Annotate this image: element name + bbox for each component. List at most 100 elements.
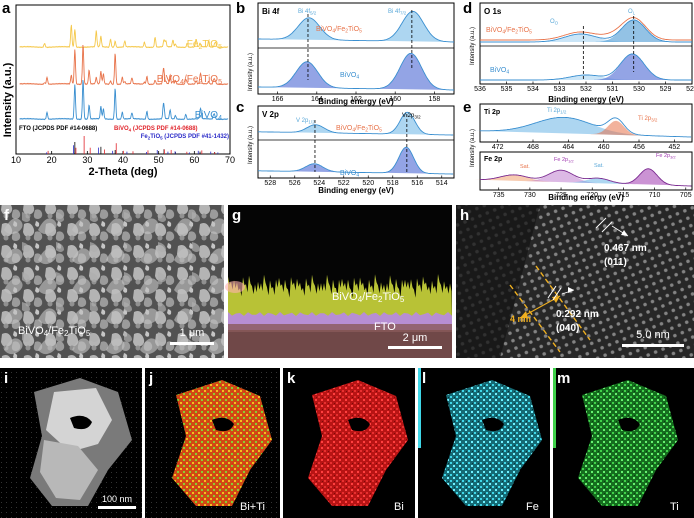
fe2p-curve — [480, 168, 692, 187]
eds-label-fe: Fe — [526, 501, 539, 513]
ti2p-peak2-label: Ti 2p3/2 — [638, 116, 658, 123]
xrd-ref-fto: FTO (JCPDS PDF #14-0688) — [19, 126, 97, 132]
hrtem-thickness-label: 4 nm — [510, 314, 531, 324]
v2p-title: V 2p — [262, 110, 279, 119]
bi4f-peak2-label: Bi 4f7/2 — [388, 9, 407, 16]
panel-l: l Fe — [418, 368, 550, 518]
eds-map-bi-ti — [172, 380, 272, 506]
v2p-peak1-label: V 2p1/2 — [296, 118, 315, 125]
panel-i: i 100 nm — [0, 368, 142, 518]
fe2p-tick-label-6: 705 — [680, 192, 692, 199]
panel-a: a Intensity (a.u.) 2-Theta (deg) 10 20 30 4… — [2, 0, 235, 178]
xrd-series-fe2tio5 — [19, 24, 229, 49]
bi4f-peak1-label: Bi 4f5/2 — [298, 9, 317, 16]
v2p-bottom-label: BiVO4 — [340, 170, 359, 179]
fe2p-sat2-label: Sat. — [594, 163, 604, 169]
xrd-legend-fe2tio5: Fe2TiO5 — [187, 39, 222, 51]
v2p-tick-label-6: 516 — [411, 180, 423, 187]
o1s-fit-curve — [480, 17, 692, 41]
xrd-ylabel: Intensity (a.u.) — [2, 62, 14, 137]
fe2p-peak-1 — [524, 170, 599, 184]
bi4f-tick-label-0: 166 — [272, 96, 284, 103]
o1s-ylabel: Intensity (a.u.) — [470, 27, 476, 65]
ti2p-tick-label-2: 464 — [562, 144, 574, 151]
xrd-ref-fe2tio5: Fe2TiO5 (JCPDS PDF #41-1432) — [141, 134, 229, 141]
ti2p-frame — [479, 103, 693, 143]
bi4f-row1-curve — [258, 52, 454, 91]
ti2p-tick-label-1: 468 — [527, 144, 539, 151]
ti2p-tick-label-0: 472 — [492, 144, 504, 151]
panel-k: k Bi — [283, 368, 415, 518]
o1s-tick-label-7: 529 — [660, 86, 672, 93]
o1s-row1-peak-1 — [594, 54, 671, 80]
eds-map-bi — [308, 380, 408, 506]
panel-e: e Ti 2p Fe 2p Ti 2p1/2 Ti 2p3/2 Sat. Fe … — [463, 99, 693, 202]
bi4f-tick-label-1: 164 — [311, 96, 323, 103]
hrtem-d1: 0.467 nm — [604, 243, 647, 254]
xrd-series-bivo4-fe2tio5 — [19, 44, 229, 86]
panel-label-j: j — [148, 370, 153, 387]
bi4f-tick-label-4: 158 — [429, 96, 441, 103]
v2p-peak2-label: V 2p3/2 — [402, 113, 421, 120]
fe2p-tick-label-1: 730 — [524, 192, 536, 199]
cross-scale-label: 2 μm — [403, 332, 428, 344]
xrd-legend-bivo4: BiVO4 — [195, 110, 222, 122]
v2p-tick-label-7: 514 — [436, 180, 448, 187]
fe2p-tick-label-5: 710 — [649, 192, 661, 199]
panel-f: f BiVO4/Fe2TiO5 1 μm — [0, 205, 224, 358]
o1s-title: O 1s — [484, 7, 502, 16]
fe2p-peak-3 — [622, 168, 675, 186]
o1s-tick-label-0: 536 — [474, 86, 486, 93]
v2p-row0-curve — [258, 111, 454, 136]
bi4f-title: Bi 4f — [262, 7, 280, 16]
fe2p-frame — [479, 151, 693, 191]
panel-label-h: h — [460, 207, 469, 224]
eds-label-ti: Ti — [670, 501, 679, 513]
xrd-tick-label-6: 70 — [225, 155, 235, 165]
fe2p-tick-label-2: 725 — [555, 192, 567, 199]
v2p-row1-curve — [258, 146, 454, 175]
fe2p-tick-label-4: 715 — [618, 192, 630, 199]
o1s-tick-label-6: 530 — [633, 86, 645, 93]
v2p-ylabel: Intensity (a.u.) — [248, 126, 254, 164]
v2p-frame — [257, 105, 455, 179]
bi4f-bottom-label: BiVO4 — [340, 72, 359, 81]
xrd-reference-sticks — [46, 136, 219, 154]
hrtem-scalebar — [622, 344, 684, 347]
panel-j: j Bi+Ti — [145, 368, 280, 518]
sem-top-scalebar — [170, 342, 214, 345]
v2p-tick-label-5: 518 — [387, 180, 399, 187]
hrtem-edge-line-2 — [535, 265, 591, 341]
ti2p-tick-label-4: 456 — [633, 144, 645, 151]
o1s-peak1-label: OO — [550, 19, 559, 26]
v2p-tick-label-1: 526 — [289, 180, 301, 187]
fe2p-tick-label-3: 720 — [586, 192, 598, 199]
bi4f-ylabel: Intensity (a.u.) — [248, 53, 254, 91]
ti2p-row0-curve — [480, 116, 692, 138]
bi4f-row1-peak-0 — [272, 61, 342, 89]
panel-label-k: k — [287, 370, 296, 387]
xrd-ref-bivo4: BiVO4 (JCPDS PDF #14-0688) — [114, 126, 198, 133]
panel-c: c V 2p V 2p1/2 V 2p3/2 BiVO4/Fe2TiO5 BiV… — [236, 99, 455, 195]
panel-label-c: c — [236, 99, 244, 116]
hrtem-scale-label: 5.0 nm — [636, 329, 670, 341]
v2p-top-label: BiVO4/Fe2TiO5 — [336, 125, 382, 134]
fe2p-title: Fe 2p — [484, 156, 502, 163]
haadf-scalebar — [98, 506, 136, 509]
bi4f-row0-curve — [258, 10, 454, 43]
o1s-row1-curve — [480, 53, 692, 81]
cross-layer-fto-label: FTO — [374, 321, 396, 333]
e-xlabel: Binding energy (eV) — [548, 193, 624, 202]
o1s-tick-label-1: 535 — [501, 86, 513, 93]
bi4f-tick-label-3: 160 — [389, 96, 401, 103]
bi4f-tick-label-2: 162 — [350, 96, 362, 103]
hrtem-d2: 0.292 nm — [556, 309, 599, 320]
panel-b: b Bi 4f Bi 4f5/2 Bi 4f7/2 BiVO4/Fe2TiO5 … — [236, 0, 455, 106]
ti2p-tick-label-3: 460 — [598, 144, 610, 151]
sem-top-caption: BiVO4/Fe2TiO5 — [18, 325, 91, 338]
ti2p-title: Ti 2p — [484, 109, 500, 116]
fe2p-sat1-label: Sat. — [520, 164, 530, 170]
v2p-tick-label-3: 522 — [338, 180, 350, 187]
eds-label-bi: Bi — [394, 501, 404, 513]
